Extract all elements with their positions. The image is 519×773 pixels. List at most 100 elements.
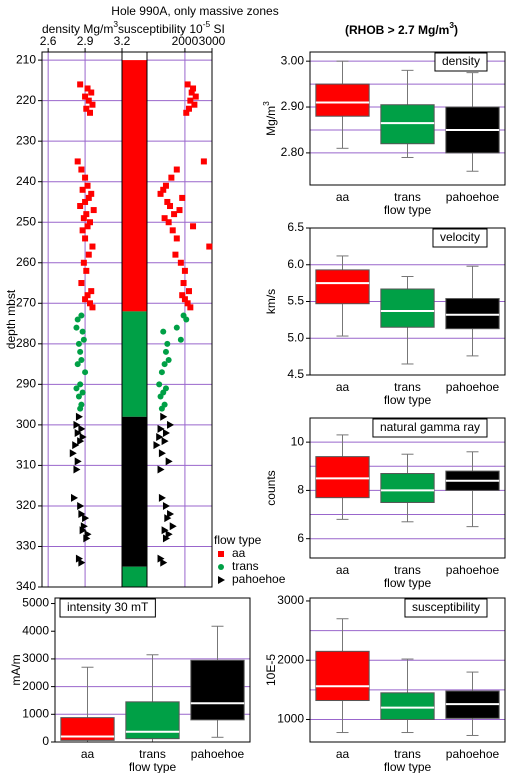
title-box [372, 418, 488, 438]
square-marker [88, 89, 95, 96]
square-marker [179, 194, 186, 201]
susceptibility-axis-label-part: SI [210, 22, 225, 36]
x-tick-label: pahoehoe [446, 747, 500, 761]
square-marker [89, 304, 96, 311]
square-marker [200, 158, 207, 165]
square-marker [169, 227, 176, 234]
figure-subtitle-part: ) [454, 23, 458, 37]
square-marker [187, 304, 194, 311]
y-axis-label-part: 3 [261, 101, 271, 106]
circle-marker [161, 361, 168, 368]
figure-subtitle: (RHOB > 2.7 Mg/m3) [345, 20, 458, 37]
square-marker [84, 182, 91, 189]
x-tick-label: aa [336, 380, 350, 394]
x-tick-label: 3.2 [114, 34, 131, 48]
y-tick-label: 3000 [22, 651, 49, 665]
box [190, 659, 245, 721]
y-tick-label: 8 [297, 483, 304, 497]
y-axis-label: counts [264, 470, 278, 505]
title-box [434, 52, 488, 72]
circle-marker [75, 340, 82, 347]
square-marker [89, 101, 96, 108]
panel-title: natural gamma ray [380, 420, 480, 434]
square-marker [185, 288, 192, 295]
panel-title: intensity 30 mT [67, 600, 149, 614]
panel-title: susceptibility [412, 600, 480, 614]
x-tick-label: aa [81, 747, 95, 761]
triangle-marker [75, 412, 83, 421]
flow-unit [122, 311, 147, 417]
y-tick-label: 2000 [277, 652, 304, 666]
triangle-marker [73, 420, 81, 429]
triangle-marker [78, 510, 86, 519]
plot-frame [309, 597, 506, 743]
square-marker [83, 267, 90, 274]
susceptibility-axis-label-part: susceptibility 10 [118, 22, 203, 36]
legend-label: trans [232, 559, 259, 573]
triangle-marker [78, 558, 86, 567]
square-marker [206, 243, 213, 250]
x-tick-label: pahoehoe [446, 563, 500, 577]
triangle-marker [157, 424, 165, 433]
circle-marker [158, 369, 165, 376]
square-marker [78, 166, 85, 173]
triangle-marker [161, 526, 169, 535]
square-marker [87, 300, 93, 307]
circle-marker [82, 369, 89, 376]
circle-marker [173, 324, 180, 331]
triangle-marker [157, 465, 165, 474]
square-marker [83, 105, 90, 112]
square-marker [165, 219, 172, 226]
y-axis-label: depth mbst [4, 289, 18, 349]
square-marker [161, 215, 168, 222]
box [315, 650, 370, 702]
circle-marker [164, 340, 171, 347]
square-marker [164, 198, 171, 205]
square-marker [79, 186, 86, 193]
y-tick-label: 1000 [22, 706, 49, 720]
square-marker [80, 215, 87, 222]
triangle-marker [164, 514, 172, 523]
density-axis-label-part: density Mg/m [42, 22, 113, 36]
square-marker [185, 105, 192, 112]
circle-marker [158, 405, 165, 412]
y-tick-label: 1000 [277, 712, 304, 726]
triangle-marker [169, 522, 177, 531]
triangle-marker [79, 433, 87, 442]
box [60, 717, 115, 741]
y-tick-label: 2.80 [281, 145, 305, 159]
square-marker [77, 81, 84, 88]
square-marker [83, 211, 90, 218]
triangle-marker [74, 428, 82, 437]
circle-marker [73, 385, 80, 392]
triangle-marker [160, 412, 168, 421]
y-tick-label: 250 [16, 214, 36, 228]
square-marker [87, 219, 93, 226]
triangle-marker [78, 424, 86, 433]
flow-unit [122, 416, 147, 567]
square-marker [82, 198, 89, 205]
circle-marker [74, 361, 81, 368]
x-axis-label: flow type [384, 203, 432, 217]
triangle-marker [162, 501, 170, 510]
x-tick-label: trans [394, 747, 421, 761]
x-tick-label: trans [139, 747, 166, 761]
square-marker [181, 296, 188, 303]
title-box [404, 598, 488, 618]
triangle-marker [158, 493, 166, 502]
strip-frame [121, 51, 148, 588]
square-marker [78, 280, 85, 287]
triangle-marker [71, 493, 78, 502]
y-tick-label: 210 [16, 52, 36, 66]
x-tick-label: aa [336, 747, 350, 761]
y-tick-label: 4.5 [287, 367, 304, 381]
y-axis-label: Mg/m3 [261, 101, 278, 136]
triangle-marker [69, 449, 77, 458]
triangle-marker [161, 437, 169, 446]
circle-marker [79, 328, 86, 335]
figure-title: Hole 990A, only massive zones [111, 4, 278, 18]
triangle-marker [77, 437, 85, 446]
circle-marker [218, 564, 224, 570]
circle-marker [157, 393, 164, 400]
